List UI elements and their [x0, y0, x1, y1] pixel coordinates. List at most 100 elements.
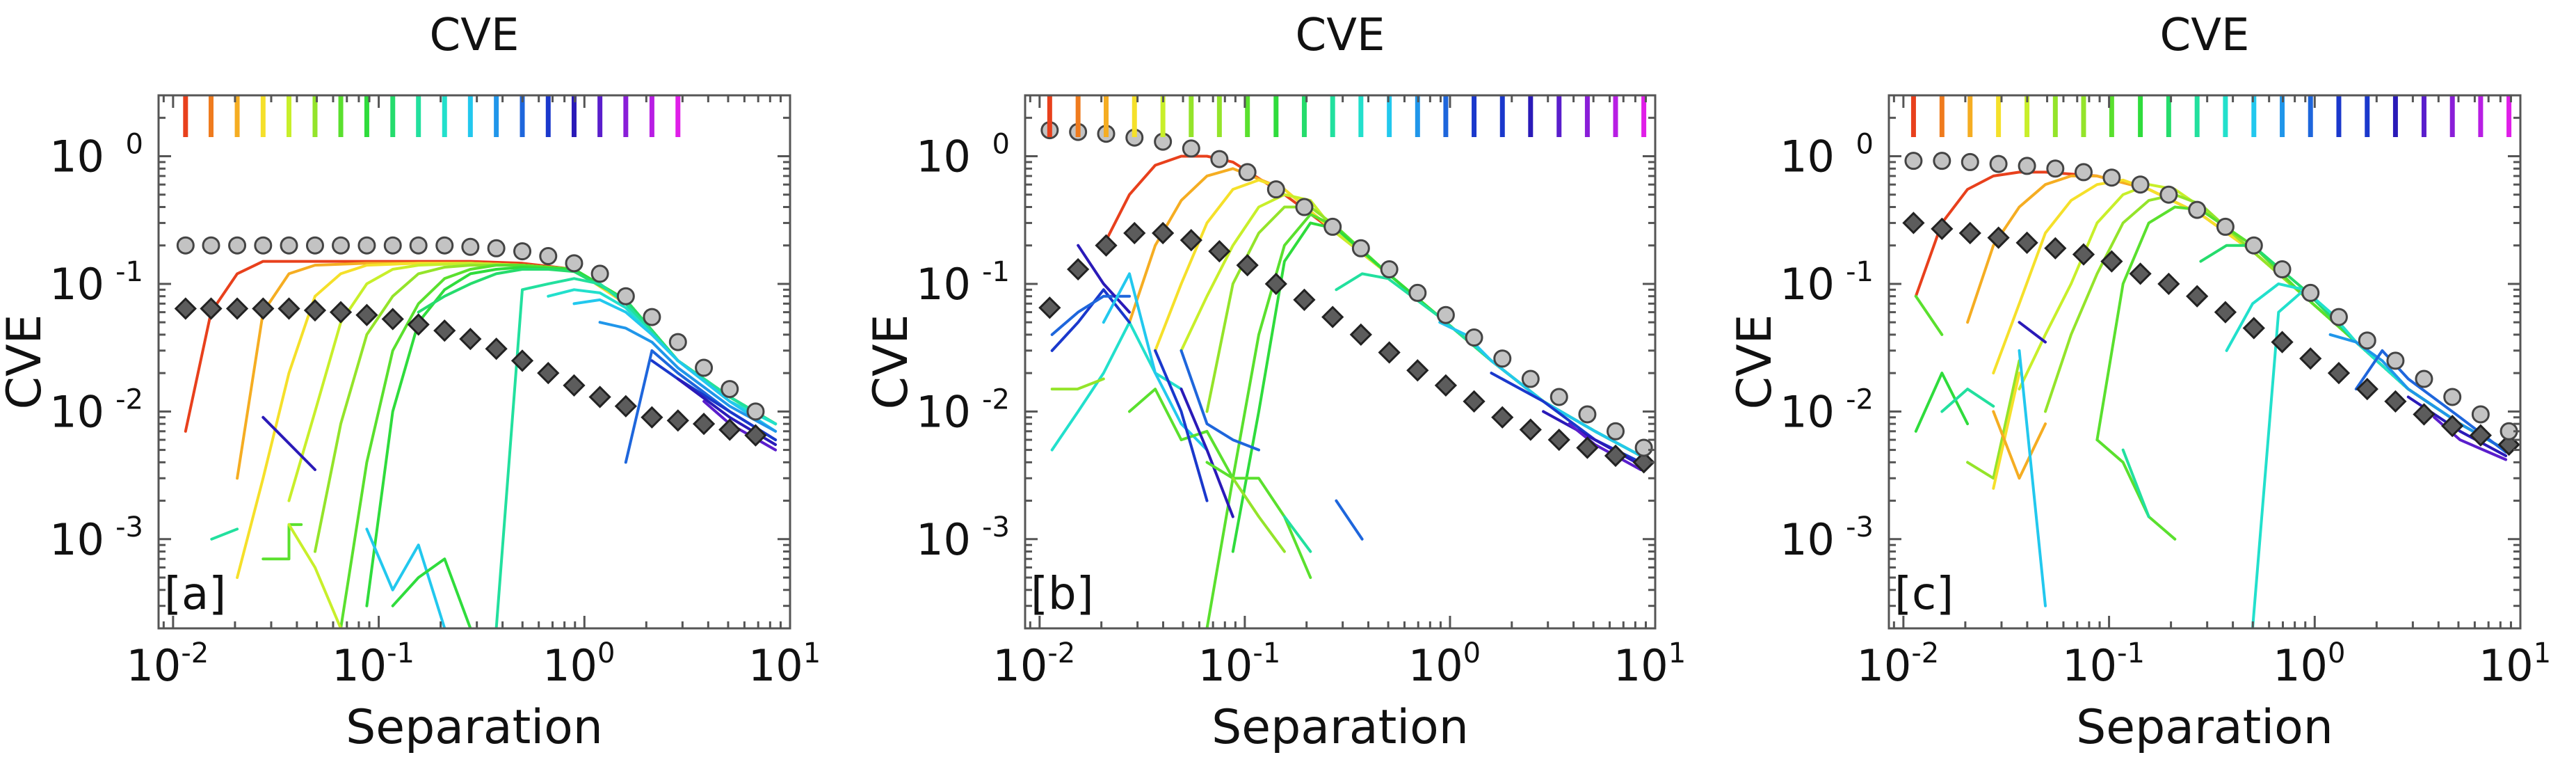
circle-marker: [254, 236, 273, 255]
circle-marker: [668, 333, 687, 351]
x-tick-label: 10-1: [2062, 637, 2145, 691]
diamond-marker: [666, 409, 689, 432]
circle-marker: [590, 264, 609, 283]
y-tick-exponent: -2: [115, 383, 143, 415]
plot-marks: [1902, 95, 2520, 628]
circle-marker: [2074, 163, 2093, 182]
y-tick-exponent: -1: [1846, 256, 1874, 288]
panel-title: CVE: [2160, 10, 2250, 61]
series-line-14: [1050, 377, 1105, 391]
circle-marker: [1465, 328, 1483, 347]
series-line-13: [1050, 321, 1183, 452]
diamond-marker: [2384, 390, 2407, 413]
diamond-marker: [2327, 362, 2351, 385]
series-line-19: [1128, 388, 1234, 480]
y-tick-exponent: -1: [115, 256, 143, 288]
series-line-21: [2018, 321, 2047, 344]
y-tick-exponent: -2: [1846, 383, 1874, 415]
diamond-marker: [277, 297, 300, 320]
series-line-17: [1077, 244, 1131, 314]
panel-tag: [c]: [1894, 569, 1954, 620]
circle-marker: [2329, 308, 2348, 326]
diamond-marker: [1293, 288, 1316, 311]
diamond-marker: [1123, 221, 1146, 245]
circle-marker: [1904, 152, 1923, 170]
series-line-19: [261, 523, 303, 561]
circle-marker: [721, 380, 739, 399]
circle-marker: [2046, 159, 2065, 178]
diamond-marker: [459, 328, 482, 351]
circle-marker: [435, 236, 454, 255]
circle-marker: [2273, 260, 2292, 279]
circle-marker: [1380, 260, 1399, 279]
series-line-15: [1050, 288, 1131, 352]
y-tick-label: 10: [49, 259, 104, 310]
diamond-marker: [225, 297, 249, 320]
y-tick-exponent: -2: [982, 383, 1010, 415]
diamond-marker: [1632, 451, 1655, 474]
diamond-marker: [2129, 262, 2152, 285]
circle-marker: [2159, 185, 2178, 204]
series-line-18: [1102, 272, 1209, 452]
y-tick-label: 10: [916, 259, 971, 310]
diamond-marker: [2413, 403, 2436, 426]
circle-marker: [746, 402, 765, 421]
diamond-marker: [2242, 317, 2265, 340]
circle-marker: [2102, 168, 2121, 187]
plot-marks: [174, 95, 778, 628]
diamond-marker: [2271, 331, 2294, 353]
circle-marker: [1578, 405, 1597, 424]
circle-marker: [2443, 388, 2462, 406]
x-axis-label: Separation: [1211, 700, 1469, 755]
series-line-17: [1966, 359, 2021, 480]
series-line-16: [1940, 388, 1995, 413]
diamond-marker: [1208, 239, 1231, 263]
diamond-marker: [1491, 406, 1514, 429]
diamond-marker: [2214, 301, 2237, 324]
y-tick-label: 10: [49, 514, 104, 565]
circle-marker: [565, 254, 583, 273]
series-line-13: [2251, 288, 2306, 628]
plot-frame: [1887, 94, 2522, 630]
y-tick-label: 10: [1780, 386, 1835, 437]
diamond-marker: [1067, 257, 1090, 281]
y-tick-label: 10: [916, 132, 971, 182]
series-line-12: [598, 321, 778, 433]
diamond-marker: [1180, 229, 1202, 252]
plot-area: [1889, 95, 2520, 628]
x-tick-label: 100: [2273, 637, 2345, 691]
y-tick-exponent: -3: [982, 511, 1010, 543]
series-line-14: [650, 359, 778, 442]
diamond-marker: [407, 313, 430, 336]
series-line-22: [391, 557, 472, 628]
series-line-19: [1992, 410, 2047, 480]
y-tick-exponent: -3: [115, 511, 143, 543]
circle-marker: [176, 236, 195, 255]
plot-area: [1025, 95, 1655, 628]
circle-marker: [1182, 139, 1200, 158]
diamond-marker: [1931, 217, 1954, 240]
series-line-21: [365, 527, 446, 628]
diamond-marker: [2186, 285, 2209, 308]
y-tick-label: 10: [1780, 132, 1835, 182]
diamond-marker: [1902, 212, 1925, 235]
diamond-marker: [1463, 390, 1486, 413]
y-axis-label: CVE: [0, 315, 52, 410]
circle-marker: [695, 358, 714, 377]
circle-marker: [409, 236, 428, 255]
diamond-marker: [200, 297, 223, 320]
diamond-marker: [744, 424, 767, 447]
panel-title: CVE: [430, 10, 520, 61]
y-axis-label: CVE: [1728, 315, 1782, 410]
series-line-23: [1205, 461, 1312, 579]
series-line-22: [1180, 388, 1234, 518]
y-tick-exponent: 0: [992, 129, 1010, 161]
diamond-marker: [1604, 444, 1627, 468]
y-tick-exponent: -3: [1846, 511, 1874, 543]
diamond-marker: [1519, 418, 1542, 441]
circle-marker: [1436, 305, 1455, 324]
x-tick-label: 10-2: [1856, 637, 1939, 691]
diamond-marker: [1576, 436, 1599, 459]
